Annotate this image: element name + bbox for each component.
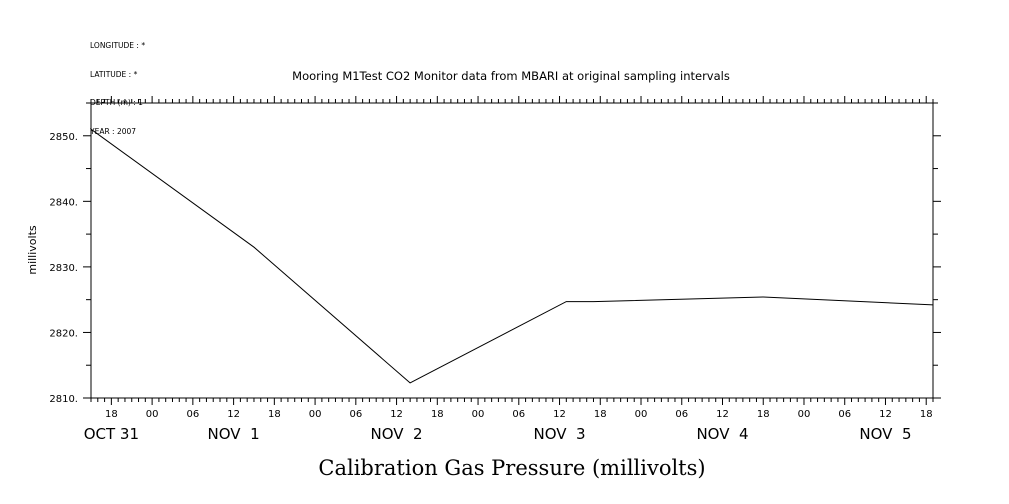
- x-tick-label: 18: [268, 409, 281, 420]
- y-axis-label: millivolts: [26, 225, 39, 275]
- tick-marks: [83, 96, 941, 405]
- latitude-text: LATITUDE : *: [90, 69, 138, 79]
- x-tick-label: 12: [716, 409, 729, 420]
- y-tick-label: 2820.: [49, 328, 78, 339]
- date-label: NOV 1: [208, 425, 260, 443]
- x-tick-label: 06: [675, 409, 688, 420]
- x-tick-label: 00: [146, 409, 159, 420]
- y-tick-label: 2850.: [49, 132, 78, 143]
- y-tick-label: 2830.: [49, 263, 78, 274]
- date-label: OCT 31: [84, 425, 139, 443]
- y-tick-label: 2810.: [49, 394, 78, 405]
- date-label: NOV 3: [533, 425, 585, 443]
- x-tick-label: 00: [798, 409, 811, 420]
- x-tick-label: 18: [594, 409, 607, 420]
- x-tick-label: 00: [472, 409, 485, 420]
- x-tick-label: 18: [757, 409, 770, 420]
- x-tick-label: 00: [635, 409, 648, 420]
- x-tick-label: 12: [227, 409, 240, 420]
- x-tick-label: 18: [105, 409, 118, 420]
- plot-frame: [90, 102, 934, 399]
- x-tick-label: 06: [838, 409, 851, 420]
- x-tick-label: 12: [553, 409, 566, 420]
- date-labels: OCT 31 NOV 1 NOV 2 NOV 3 NOV 4 NOV 5: [84, 425, 912, 443]
- y-tick-labels: 2810. 2820. 2830. 2840. 2850.: [49, 132, 78, 405]
- date-label: NOV 4: [696, 425, 748, 443]
- x-axis-label: Calibration Gas Pressure (millivolts): [318, 456, 705, 480]
- chart-title: Mooring M1Test CO2 Monitor data from MBA…: [292, 69, 730, 83]
- series-line: [90, 128, 934, 384]
- date-label: NOV 5: [859, 425, 911, 443]
- x-tick-label: 06: [349, 409, 362, 420]
- x-tick-label: 00: [309, 409, 322, 420]
- x-tick-labels: 18 00 06 12 18 00 06 12 18 00 06 12 18 00 06 12 18 00 06 12…: [105, 409, 933, 420]
- x-tick-label: 12: [390, 409, 403, 420]
- x-tick-label: 12: [879, 409, 892, 420]
- date-label: NOV 2: [371, 425, 423, 443]
- x-tick-label: 18: [920, 409, 933, 420]
- longitude-text: LONGITUDE : *: [90, 41, 146, 50]
- x-tick-label: 18: [431, 409, 444, 420]
- x-tick-label: 06: [512, 409, 525, 420]
- x-tick-label: 06: [186, 409, 199, 420]
- year-text: YEAR : 2007: [90, 126, 137, 136]
- y-tick-label: 2840.: [49, 197, 78, 208]
